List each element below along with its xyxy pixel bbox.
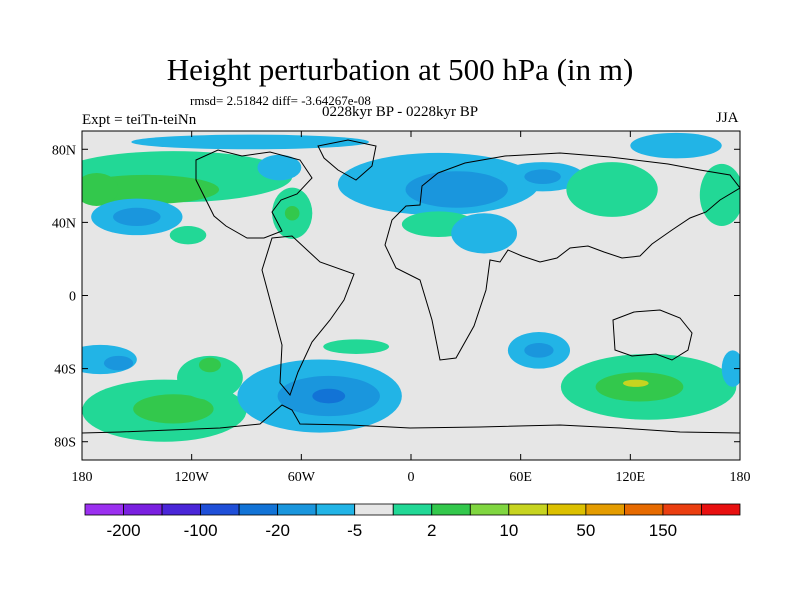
colorbar-swatch [662,503,702,516]
lon-tick-label: 0 [408,470,415,485]
australia-coast [612,309,693,361]
negative-anomaly-31 [524,343,554,358]
positive-anomaly-23 [133,394,214,424]
antarctica-coast [82,404,740,434]
colorbar-label: -5 [347,521,362,540]
negative-anomaly-18 [630,132,722,159]
negative-anomaly-8 [131,134,369,150]
colorbar-label: 2 [427,521,436,540]
negative-anomaly-9 [257,154,302,181]
colorbar-swatch [508,503,548,516]
greenland-coast [317,139,377,181]
coastlines [82,139,740,434]
colorbar-swatch [585,503,625,516]
period-text: 0228kyr BP - 0228kyr BP [322,104,479,120]
positive-anomaly-25 [198,357,221,373]
negative-anomaly-4 [113,207,161,227]
north-america-coast [195,149,313,239]
colorbar-swatch [354,503,394,516]
positive-anomaly-29 [323,339,390,354]
south-america-coast [261,235,355,396]
lat-tick-label: 40S [54,363,76,378]
negative-anomaly-35 [721,350,740,387]
positive-anomaly-24 [177,355,243,400]
colorbar-label: 10 [499,521,518,540]
colorbar-label: -200 [107,521,141,540]
plot-title: Height perturbation at 500 hPa (in m) [166,52,634,87]
colorbar-label: -100 [184,521,218,540]
experiment-label: Expt = teiTn-teiNn [82,112,197,128]
colorbar-swatch [315,503,356,516]
lon-tick-label: 180 [72,470,93,485]
positive-anomaly-7 [284,205,300,221]
colorbar-swatch [238,503,279,516]
colorbar-swatch [392,503,433,516]
colorbar: -200 -100 -20 -5 2 10 50 150 [84,503,741,540]
colorbar-swatch [84,503,124,516]
season-label: JJA [716,110,739,126]
axis-ticks: 180 120W 60W 0 60E 120E 180 80N 40N 0 40S 80S [52,131,751,485]
lat-tick-label: 0 [69,290,76,305]
lat-tick-label: 80S [54,436,76,451]
stats-text: rmsd= 2.51842 diff= -3.64267e-08 [190,93,371,108]
negative-anomaly-28 [312,388,346,404]
colorbar-label: 150 [649,521,677,540]
lon-tick-label: 120E [616,470,646,485]
positive-anomaly-17 [566,162,658,217]
positive-anomaly-2 [82,173,119,206]
colorbar-swatch [701,503,741,516]
colorbar-swatch [431,503,471,516]
negative-anomaly-21 [103,355,134,371]
colorbar-swatch [546,503,587,516]
colorbar-swatch [469,503,510,516]
map-panel [82,131,740,460]
positive-anomaly-34 [623,379,649,387]
colorbar-swatch [624,503,664,516]
colorbar-swatch [123,503,163,516]
lon-tick-label: 180 [730,470,751,485]
negative-anomaly-16 [524,169,561,185]
lon-tick-label: 60E [509,470,532,485]
negative-anomaly-12 [405,171,508,208]
negative-anomaly-14 [451,213,518,254]
positive-anomaly-33 [595,372,684,402]
colorbar-swatch [161,503,201,516]
contour-fills [82,132,740,442]
lat-tick-label: 80N [52,143,76,158]
lon-tick-label: 120W [175,470,210,485]
colorbar-swatch [200,503,240,516]
lon-tick-label: 60W [288,470,316,485]
positive-anomaly-19 [699,163,740,227]
positive-anomaly-5 [169,226,207,245]
colorbar-label: 50 [576,521,595,540]
colorbar-label: -20 [265,521,290,540]
lat-tick-label: 40N [52,216,76,231]
colorbar-swatch [277,503,317,516]
eurasia-africa-coast [384,152,740,361]
